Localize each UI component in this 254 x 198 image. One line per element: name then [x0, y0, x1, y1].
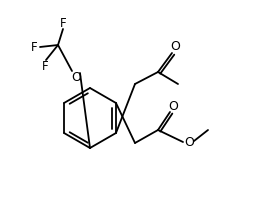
- Text: O: O: [168, 100, 178, 112]
- Text: O: O: [184, 136, 194, 149]
- Text: F: F: [60, 16, 66, 30]
- Text: F: F: [31, 41, 37, 53]
- Text: F: F: [42, 60, 48, 72]
- Text: O: O: [71, 70, 81, 84]
- Text: O: O: [170, 39, 180, 52]
